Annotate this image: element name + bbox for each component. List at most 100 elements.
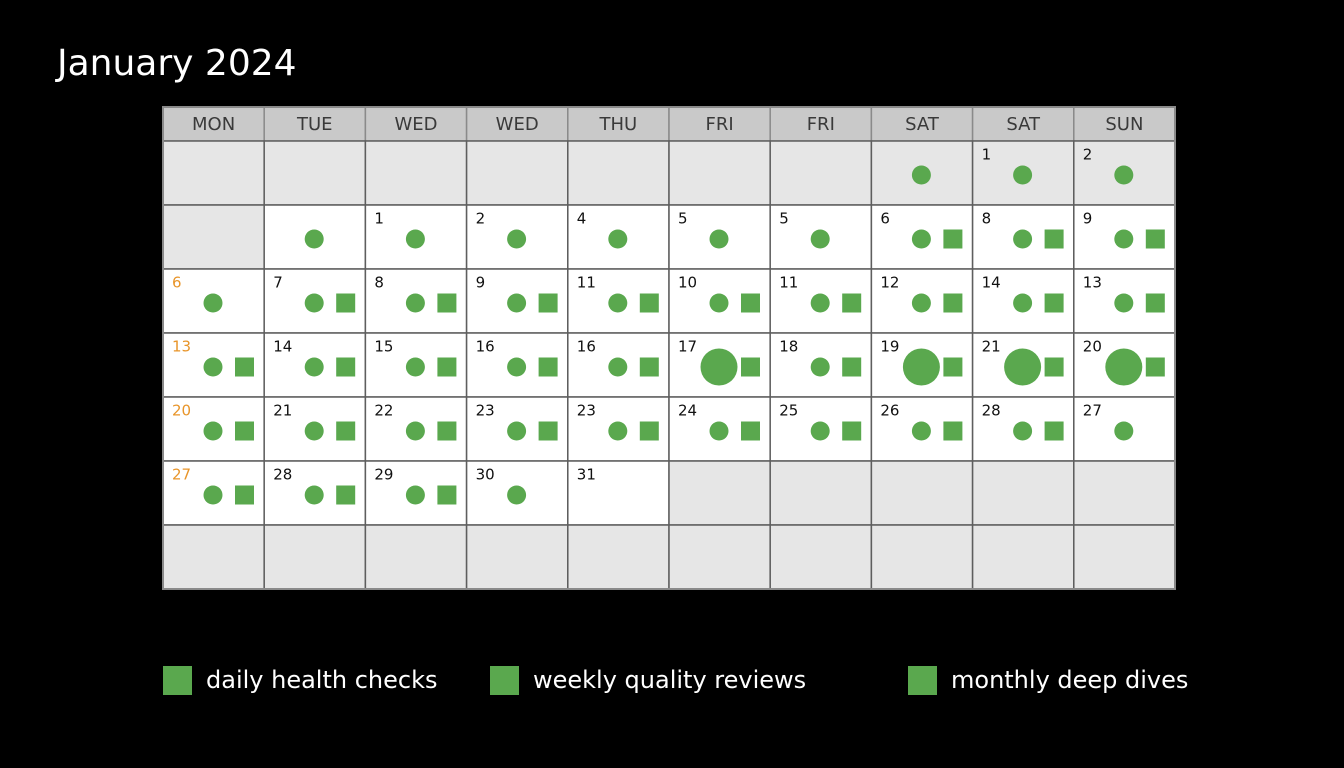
header-cell: [870, 106, 974, 142]
header-cell: [364, 106, 468, 142]
day-number: 2: [1083, 146, 1093, 164]
daily-marker: [304, 421, 324, 441]
weekly-marker: [235, 421, 254, 441]
weekday-label: SUN: [1105, 114, 1143, 135]
day-number: 7: [273, 274, 283, 292]
daily-marker: [709, 293, 729, 313]
day-number: 8: [374, 274, 384, 292]
daily-marker: [203, 485, 223, 505]
day-number: 23: [577, 402, 596, 420]
weekday-label: FRI: [807, 114, 835, 135]
daily-marker: [405, 421, 425, 441]
weekday-label: TUE: [296, 114, 333, 135]
weekday-label: MON: [192, 114, 235, 135]
weekly-marker: [437, 293, 457, 313]
day-cell: [162, 140, 265, 206]
weekly-marker: [842, 293, 862, 313]
day-cell: [567, 140, 670, 206]
day-number: 27: [1083, 402, 1102, 420]
day-number: 8: [982, 210, 992, 228]
weekly-marker: [538, 357, 558, 377]
day-number: 18: [779, 338, 798, 356]
day-cell: [364, 140, 468, 206]
day-cell: [465, 140, 569, 206]
monthly-marker: [700, 348, 738, 386]
day-number: 21: [273, 402, 292, 420]
day-number: 17: [678, 338, 697, 356]
day-cell: [769, 460, 873, 526]
weekday-label: FRI: [706, 114, 734, 135]
day-number: 20: [1083, 338, 1102, 356]
weekday-label: WED: [496, 114, 539, 135]
daily-marker: [507, 357, 527, 377]
day-number: 5: [779, 210, 789, 228]
day-number: 13: [172, 338, 191, 356]
daily-marker: [1114, 229, 1134, 249]
daily-marker: [203, 421, 223, 441]
day-cell: [263, 524, 367, 590]
day-number: 5: [678, 210, 688, 228]
daily-marker: [709, 421, 729, 441]
day-cell: [1073, 396, 1176, 462]
day-number: 9: [1083, 210, 1093, 228]
day-number: 16: [577, 338, 596, 356]
weekly-marker: [336, 357, 356, 377]
weekday-label: WED: [394, 114, 437, 135]
day-cell: [668, 524, 771, 590]
monthly-marker: [1105, 348, 1143, 386]
day-number: 21: [982, 338, 1001, 356]
weekday-label: THU: [599, 114, 638, 135]
daily-marker: [1013, 293, 1033, 313]
daily-marker: [507, 229, 527, 249]
day-number: 23: [476, 402, 495, 420]
daily-marker: [608, 357, 628, 377]
day-number: 19: [880, 338, 899, 356]
day-number: 15: [374, 338, 393, 356]
weekly-marker: [336, 485, 356, 505]
day-number: 28: [982, 402, 1001, 420]
day-cell: [465, 524, 569, 590]
weekly-marker: [943, 421, 963, 441]
legend-label: monthly deep dives: [951, 666, 1188, 694]
day-number: 12: [880, 274, 899, 292]
day-cell: [567, 524, 670, 590]
day-cell: [668, 140, 771, 206]
weekly-marker: [437, 357, 457, 377]
daily-marker: [304, 485, 324, 505]
weekly-marker: [1145, 293, 1165, 313]
daily-marker: [1114, 421, 1134, 441]
daily-marker: [608, 229, 628, 249]
day-cell: [162, 268, 265, 334]
weekly-marker: [437, 421, 457, 441]
day-number: 13: [1083, 274, 1102, 292]
weekly-marker: [538, 293, 558, 313]
weekly-marker: [741, 421, 760, 441]
weekly-marker: [943, 229, 963, 249]
day-number: 16: [476, 338, 495, 356]
day-cell: [263, 140, 367, 206]
weekly-marker: [1145, 229, 1165, 249]
daily-marker: [911, 229, 931, 249]
daily-marker: [911, 421, 931, 441]
daily-marker: [203, 293, 223, 313]
daily-marker: [405, 357, 425, 377]
daily-marker: [507, 293, 527, 313]
day-number: 29: [374, 466, 393, 484]
day-number: 31: [577, 466, 596, 484]
day-cell: [668, 460, 771, 526]
weekly-marker: [538, 421, 558, 441]
day-number: 26: [880, 402, 899, 420]
daily-marker: [1114, 293, 1134, 313]
day-number: 11: [577, 274, 596, 292]
day-cell: [870, 460, 974, 526]
title: January 2024: [55, 43, 297, 84]
day-number: 20: [172, 402, 191, 420]
daily-marker: [507, 421, 527, 441]
weekly-marker: [235, 357, 254, 377]
weekly-marker: [1044, 229, 1064, 249]
day-cell: [769, 140, 873, 206]
day-cell: [1073, 524, 1176, 590]
weekly-marker: [842, 421, 862, 441]
